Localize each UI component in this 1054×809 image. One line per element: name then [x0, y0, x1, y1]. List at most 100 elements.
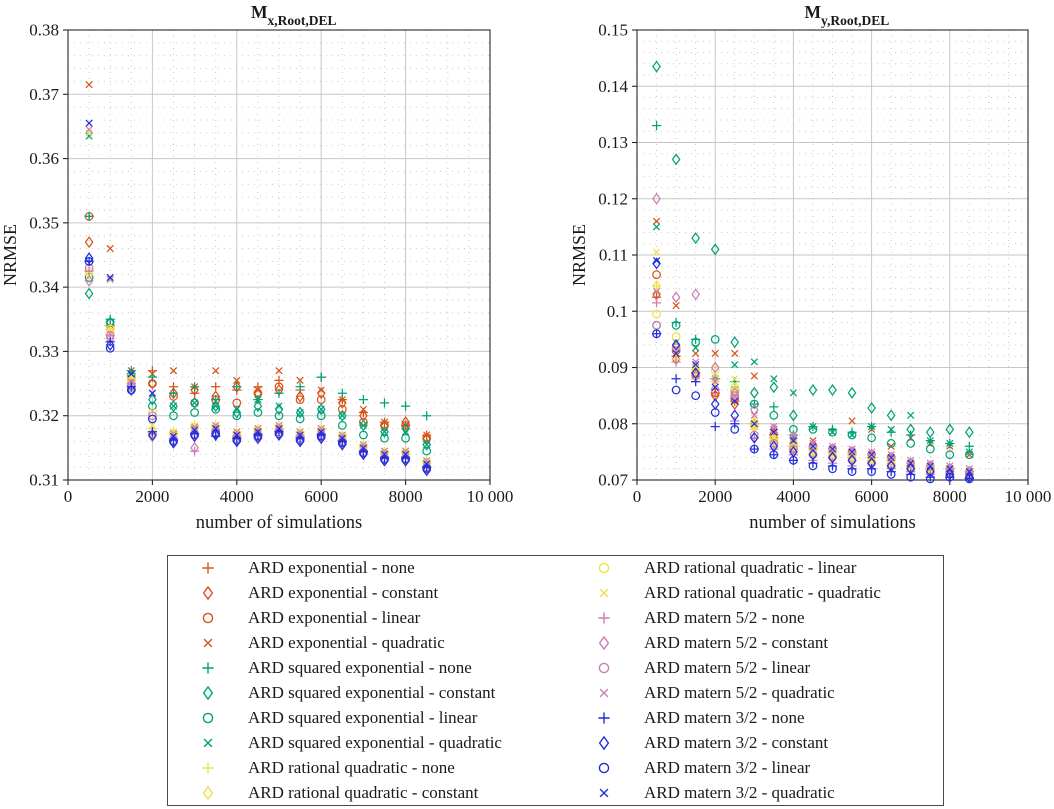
diamond-marker — [84, 274, 94, 287]
cross-marker — [85, 80, 93, 89]
legend-item: ARD matern 5/2 - constant — [564, 631, 943, 656]
circle-marker — [867, 453, 876, 462]
cross-marker — [233, 405, 241, 413]
circle-marker — [211, 429, 221, 439]
series-ard-squared-exponential-linear — [84, 273, 432, 456]
circle-marker — [828, 464, 837, 474]
cross-marker — [887, 453, 895, 462]
cross-marker — [233, 431, 241, 439]
y-axis-label: NRMSE — [569, 224, 589, 286]
circle-marker-icon — [564, 758, 644, 778]
circle-marker — [769, 430, 779, 440]
circle-marker — [945, 472, 955, 482]
circle-marker — [691, 365, 701, 375]
diamond-marker — [828, 383, 837, 397]
legend-item: ARD matern 3/2 - none — [564, 705, 943, 730]
cross-marker — [887, 425, 895, 434]
circle-marker — [316, 411, 326, 421]
cross-marker — [711, 377, 719, 386]
y-tick-label: 0.38 — [29, 21, 59, 40]
legend-item-label: ARD matern 3/2 - constant — [644, 732, 829, 752]
legend-item: ARD rational quadratic - constant — [168, 780, 564, 805]
legend-item: ARD matern 3/2 - constant — [564, 730, 943, 755]
circle-marker — [202, 712, 214, 724]
diamond-marker — [886, 409, 896, 422]
legend-item-label: ARD squared exponential - quadratic — [248, 732, 502, 752]
cross-marker — [190, 399, 199, 407]
diamond-marker — [925, 465, 935, 478]
diamond-marker — [401, 454, 410, 467]
cross-marker — [691, 358, 700, 366]
diamond-marker — [295, 435, 305, 448]
y-tick-label: 0.36 — [29, 149, 59, 168]
y-tick-label: 0.32 — [29, 406, 59, 425]
cross-marker — [212, 402, 220, 410]
plus-marker — [401, 401, 411, 411]
cross-marker — [169, 432, 178, 440]
diamond-marker — [925, 426, 935, 439]
plus-marker — [651, 121, 662, 131]
circle-marker — [925, 474, 935, 484]
circle-marker — [148, 411, 157, 421]
diamond-marker — [769, 423, 779, 436]
diamond-marker — [730, 409, 740, 422]
circle-marker — [401, 420, 410, 430]
diamond-marker — [652, 257, 661, 270]
diamond-marker — [730, 336, 740, 349]
cross-marker — [212, 421, 220, 430]
plot-title: My,Root,DEL — [805, 2, 890, 28]
circle-marker — [847, 450, 857, 460]
plus-marker — [84, 256, 94, 267]
cross-marker — [275, 367, 283, 375]
cross-marker — [750, 411, 758, 419]
circle-marker — [652, 329, 661, 339]
legend-item-label: ARD matern 3/2 - quadratic — [644, 782, 835, 802]
cross-marker — [423, 460, 431, 468]
cross-marker — [359, 405, 368, 413]
cross-marker — [212, 424, 220, 433]
cross-marker — [106, 275, 114, 284]
cross-marker — [828, 445, 837, 453]
cross-marker — [296, 428, 304, 436]
x-tick-label: 6000 — [304, 487, 338, 506]
legend-item-label: ARD matern 5/2 - none — [644, 608, 805, 628]
diamond-marker — [148, 393, 157, 406]
diamond-marker — [710, 389, 720, 402]
diamond-marker — [148, 377, 157, 390]
cross-marker — [380, 450, 389, 458]
plus-marker — [202, 562, 214, 575]
cross-marker — [848, 431, 856, 439]
plus-marker — [232, 382, 242, 392]
diamond-marker — [401, 416, 410, 429]
cross-marker — [848, 448, 856, 456]
circle-marker — [789, 444, 798, 454]
cross-marker — [965, 467, 974, 476]
legend-item-label: ARD matern 3/2 - none — [644, 707, 805, 727]
diamond-marker — [598, 735, 610, 750]
diamond-marker — [789, 431, 798, 444]
plus-marker — [202, 662, 214, 674]
plus-marker — [598, 712, 610, 724]
cross-marker — [85, 125, 93, 134]
circle-marker — [169, 411, 178, 421]
circle-marker — [730, 391, 740, 401]
tick-marks — [632, 29, 1029, 485]
cross-marker — [148, 421, 157, 430]
cross-marker — [907, 459, 915, 467]
legend-item-label: ARD exponential - none — [248, 558, 415, 578]
diamond-marker-icon — [168, 683, 248, 703]
legend-box: ARD exponential - none ARD exponential - … — [167, 555, 944, 806]
circle-marker — [769, 450, 779, 460]
circle-marker — [190, 408, 199, 417]
diamond-marker-icon — [564, 733, 644, 753]
circle-marker — [671, 385, 681, 395]
x-tick-label: 10 000 — [1005, 487, 1052, 506]
cross-marker — [848, 417, 856, 425]
circle-marker — [202, 612, 214, 624]
cross-marker — [789, 431, 798, 439]
circle-marker — [691, 337, 701, 347]
cross-marker — [401, 428, 410, 436]
cross-marker — [867, 422, 876, 431]
circle-marker-icon — [168, 608, 248, 628]
plot-my-root-del: 0 2000 4000 6000 8000 10 0000.070.080.090.10.… — [569, 2, 1051, 533]
